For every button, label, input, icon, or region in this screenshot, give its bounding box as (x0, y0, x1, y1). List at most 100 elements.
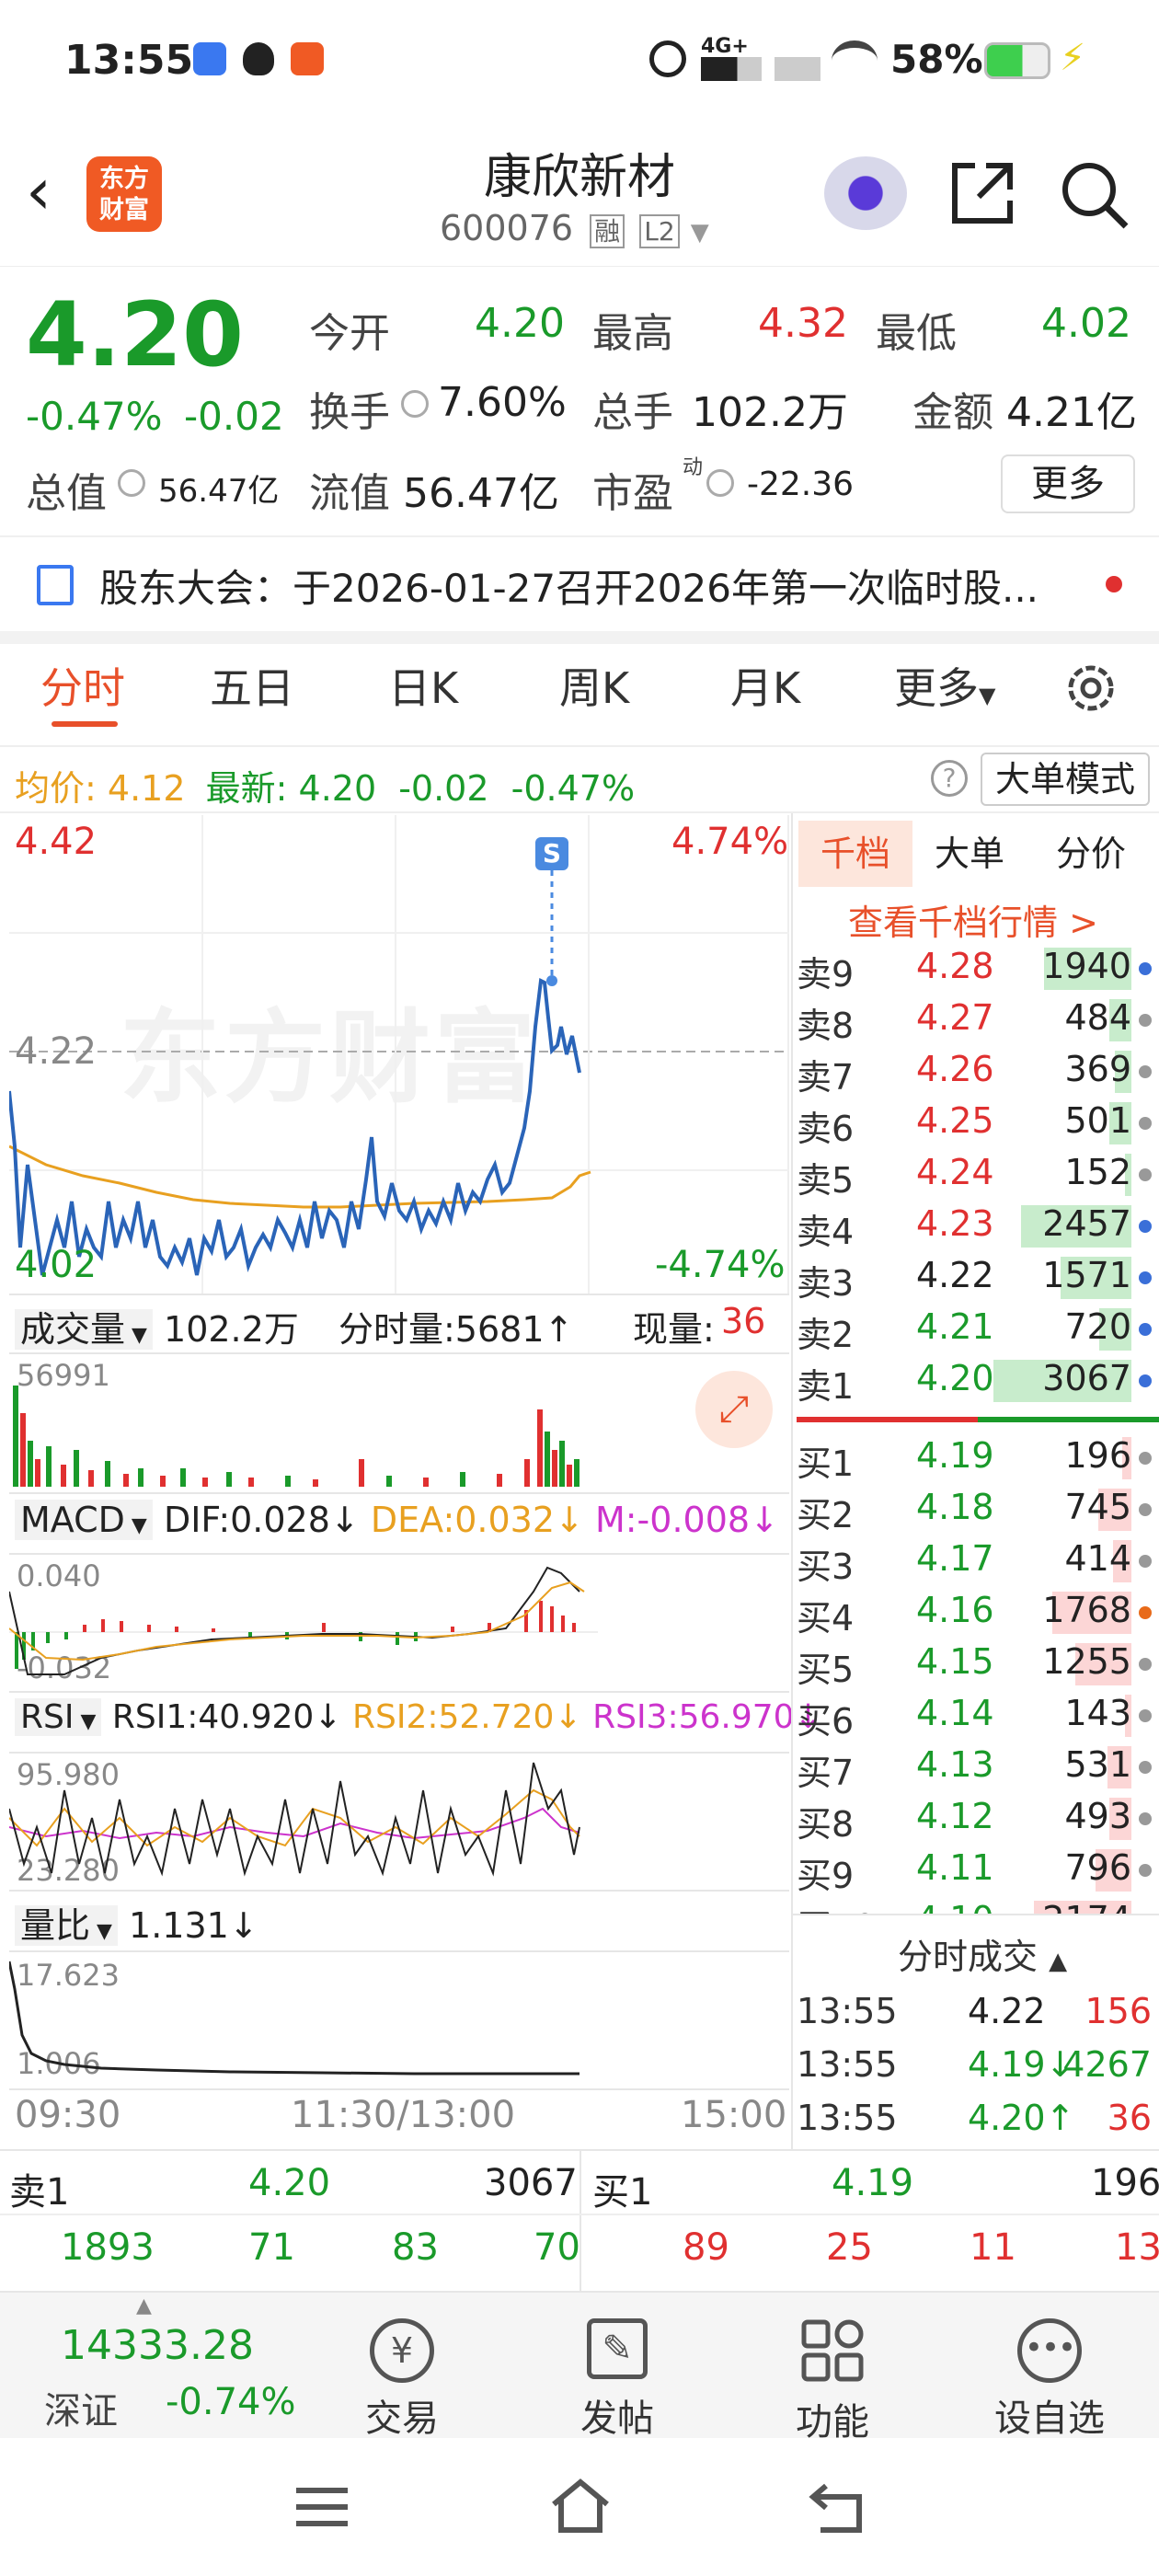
bid-row[interactable]: 买8 4.12 493 (797, 1792, 1155, 1845)
info-icon[interactable] (706, 469, 734, 497)
volume-indicator-select[interactable]: 成交量 ▼ (15, 1309, 153, 1350)
back-button[interactable]: ‹ (26, 154, 52, 229)
info-icon[interactable] (118, 469, 145, 497)
order-tab-depth[interactable]: 千档 (798, 821, 912, 887)
ask-row[interactable]: 卖5 4.24 152 (797, 1148, 1155, 1201)
bid-row[interactable]: 买1 4.19 196 (797, 1432, 1155, 1484)
vr-line (9, 1961, 580, 2076)
help-icon[interactable]: ? (931, 760, 968, 797)
ask-volume: 501 (1064, 1100, 1131, 1141)
ask-row[interactable]: 卖8 4.27 484 (797, 994, 1155, 1046)
macd-histogram (15, 1601, 576, 1669)
ask-order-dot (1139, 1271, 1152, 1284)
bid-row[interactable]: 买4 4.16 1768 (797, 1586, 1155, 1639)
bid-row[interactable]: 买5 4.15 1255 (797, 1638, 1155, 1690)
bid-level-label: 买7 (797, 1753, 855, 1793)
tab-5day[interactable]: 五日 (210, 663, 294, 713)
share-icon[interactable] (947, 158, 1017, 228)
ask-row[interactable]: 卖7 4.26 369 (797, 1045, 1155, 1098)
bid-level-label: 买6 (797, 1701, 855, 1742)
logo-line-2: 财富 (99, 196, 149, 224)
price-chart-area[interactable] (9, 815, 789, 1294)
bid-level-label: 买5 (797, 1650, 855, 1690)
bid-volume-bar (1096, 1849, 1131, 1892)
tab-weekly-k[interactable]: 周K (559, 663, 630, 713)
tab-more[interactable]: 更多▼ (894, 655, 995, 716)
tick-price: 4.20↑ (968, 2098, 1075, 2138)
axis-end: 15:00 (681, 2094, 787, 2136)
robot-avatar-icon[interactable] (824, 156, 907, 230)
high-label: 最高 (592, 310, 673, 357)
avg-price-line: 均价: 4.12 最新: 4.20 -0.02 -0.47% (15, 760, 635, 811)
ask-row[interactable]: 卖9 4.28 1940 (797, 942, 1155, 995)
ask-price: 4.27 (916, 997, 994, 1038)
bid-level-label: 买1 (797, 1443, 855, 1484)
tab-daily-k[interactable]: 日K (388, 663, 459, 713)
ask-price: 4.25 (916, 1100, 994, 1141)
bid-row[interactable]: 买6 4.14 143 (797, 1689, 1155, 1742)
bid-volume-bar (1107, 1746, 1131, 1788)
order-tab-price[interactable]: 分价 (1056, 834, 1127, 874)
bid-row[interactable]: 买9 4.11 796 (797, 1844, 1155, 1896)
big-order-mode-button[interactable]: 大单模式 (981, 753, 1150, 806)
index-value[interactable]: 14333.28 (61, 2322, 254, 2369)
tick-price: 4.19↓ (968, 2044, 1075, 2085)
nav-add-watchlist[interactable]: ••• 设自选 (971, 2318, 1128, 2442)
nav-post[interactable]: ✎ 发帖 (539, 2318, 695, 2442)
notice-text[interactable]: 股东大会：于2026-01-27召开2026年第一次临时股... (99, 566, 1039, 611)
high-value: 4.32 (758, 300, 848, 347)
macd-indicator-select[interactable]: MACD ▼ (15, 1500, 153, 1540)
back-nav-icon[interactable] (808, 2480, 866, 2536)
amount-value: 4.21亿 (1006, 389, 1137, 436)
index-expand-icon[interactable]: ▲ (136, 2294, 152, 2317)
vr-panel-label: 量比 (20, 1905, 91, 1946)
latest-change: -0.02 (398, 768, 489, 809)
bid-price: 4.17 (916, 1538, 994, 1579)
info-icon[interactable] (401, 390, 429, 418)
tab-monthly-k[interactable]: 月K (730, 663, 801, 713)
rsi-indicator-select[interactable]: RSI ▼ (15, 1698, 102, 1736)
axis-mid: 11:30/13:00 (291, 2094, 516, 2136)
order-tab-big[interactable]: 大单 (935, 834, 1005, 874)
settings-icon[interactable] (1061, 659, 1120, 718)
ask-volume-bar (1109, 999, 1131, 1041)
tick-row: 13:55 4.19↓ 4267 (797, 2041, 1155, 2092)
tick-volume: 分时量:5681↑ (339, 1309, 574, 1350)
ask-volume-bar (1020, 1205, 1131, 1248)
more-button[interactable]: 更多 (1001, 454, 1135, 513)
ask-level-label: 卖5 (797, 1160, 855, 1201)
bid-row[interactable]: 买3 4.17 414 (797, 1535, 1155, 1587)
stock-code-row[interactable]: 600076 融 L2 ▼ (440, 208, 716, 248)
rsi1-line (9, 1762, 580, 1877)
bid-row[interactable]: 买7 4.13 531 (797, 1741, 1155, 1793)
ask-row[interactable]: 卖1 4.20 3067 (797, 1354, 1155, 1407)
summary-bid-label: 买1 (592, 2171, 653, 2214)
depth-link[interactable]: 查看千档行情 > (848, 903, 1098, 943)
ticks-header[interactable]: 分时成交 ▲ (898, 1928, 1067, 1979)
macd-header: MACD ▼ DIF:0.028↓ DEA:0.032↓ M:-0.008↓ (15, 1500, 779, 1540)
tab-intraday[interactable]: 分时 (40, 663, 125, 713)
expand-icon[interactable]: ⤢ (695, 1371, 773, 1448)
nav-functions[interactable]: 功能 (754, 2318, 911, 2445)
search-icon[interactable] (1058, 158, 1131, 232)
app-icon-1 (193, 42, 226, 75)
ask-price: 4.23 (916, 1203, 994, 1244)
bid-queue-item: 13 (1115, 2226, 1159, 2269)
ask-level-label: 卖8 (797, 1006, 855, 1046)
sell-signal-marker[interactable]: S (535, 837, 568, 870)
summary-ask-price: 4.20 (248, 2162, 331, 2204)
ask-row[interactable]: 卖3 4.22 1571 (797, 1251, 1155, 1304)
bid-row[interactable]: 买2 4.18 745 (797, 1483, 1155, 1535)
menu-icon[interactable] (296, 2488, 348, 2526)
vr-indicator-select[interactable]: 量比 ▼ (15, 1905, 118, 1946)
ask-row[interactable]: 卖2 4.21 720 (797, 1303, 1155, 1355)
ask-order-dot (1139, 1374, 1152, 1387)
ask-row[interactable]: 卖4 4.23 2457 (797, 1200, 1155, 1252)
bid-volume: 745 (1064, 1487, 1131, 1527)
volume-label: 总手 (592, 389, 673, 436)
low-value: 4.02 (1041, 300, 1131, 347)
ask-level-label: 卖6 (797, 1109, 855, 1149)
nav-trade[interactable]: ¥ 交易 (324, 2318, 480, 2442)
ask-row[interactable]: 卖6 4.25 501 (797, 1097, 1155, 1149)
home-icon[interactable] (548, 2477, 613, 2536)
